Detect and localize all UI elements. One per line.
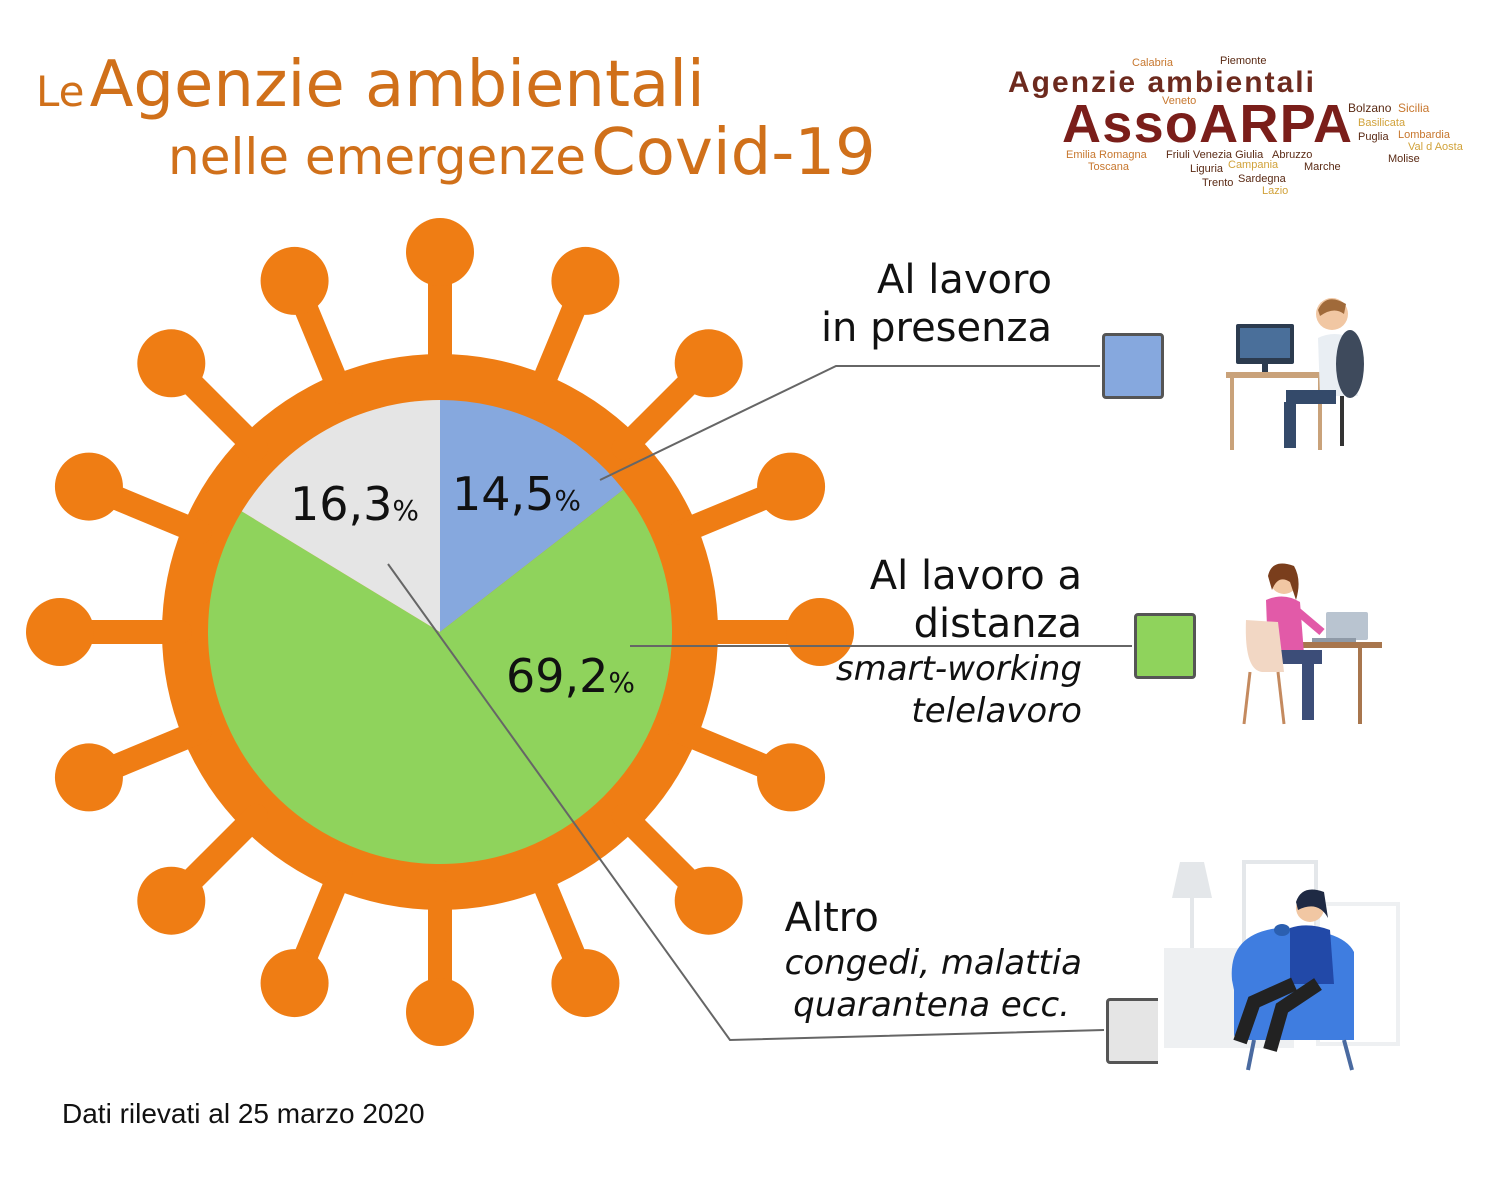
virus-spike-tip xyxy=(406,978,474,1046)
virus-spike-tip xyxy=(406,218,474,286)
logo-region: Lombardia xyxy=(1398,129,1451,141)
logo-region: Campania xyxy=(1228,159,1279,171)
legend-label: Al lavoro a xyxy=(869,553,1082,599)
legend-sublabel: quarantena ecc. xyxy=(793,985,1070,1025)
logo-region: Toscana xyxy=(1088,161,1130,173)
woman-in-armchair-icon xyxy=(1158,844,1448,1076)
virus-spike-tip xyxy=(757,743,826,812)
virus-spike-tip xyxy=(551,246,620,315)
virus-spike-tip xyxy=(786,598,854,666)
logo-region: Liguria xyxy=(1190,163,1224,175)
woman-with-laptop-icon xyxy=(1242,563,1382,725)
logo-region: Val d Aosta xyxy=(1408,141,1464,153)
legend-sublabel: smart-working xyxy=(835,649,1082,689)
virus-spike-tip xyxy=(26,598,94,666)
logo-region: Puglia xyxy=(1358,131,1389,143)
title-covid: Covid-19 xyxy=(591,116,876,190)
leader-lines xyxy=(387,365,1132,1042)
page-title-line1: Le Agenzie ambientali xyxy=(36,48,705,122)
virus-spike-tip xyxy=(54,743,123,812)
slice-value-label: 14,5% xyxy=(452,467,581,521)
pie-slice xyxy=(241,400,440,632)
legend-label: in presenza xyxy=(820,305,1052,351)
logo-region: Basilicata xyxy=(1358,117,1406,129)
logo-region: Piemonte xyxy=(1220,55,1266,67)
legend-swatch-remote xyxy=(1134,613,1196,679)
title-subline: nelle emergenze xyxy=(168,128,586,186)
logo-region: Sardegna xyxy=(1238,173,1287,185)
legend-label: distanza xyxy=(913,601,1082,647)
page-title-line2: nelle emergenze Covid-19 xyxy=(168,116,876,190)
slice-value-label: 16,3% xyxy=(290,477,419,531)
legend-label: Al lavoro xyxy=(877,257,1052,303)
legend-item-presence: Al lavoro in presenza xyxy=(821,256,1052,352)
pie-slice xyxy=(440,400,624,632)
title-main: Agenzie ambientali xyxy=(89,48,705,122)
legend-swatch-presence xyxy=(1102,333,1164,399)
pie-value-labels: 14,5% 69,2% 16,3% xyxy=(290,467,635,703)
logo-region: Emilia Romagna xyxy=(1066,149,1148,161)
virus-spike-tip xyxy=(674,866,743,935)
virus-spike-tip xyxy=(551,949,620,1018)
logo-region: Friuli Venezia Giulia xyxy=(1166,149,1264,161)
virus-spike-tip xyxy=(674,329,743,398)
legend-swatch-other xyxy=(1106,998,1168,1064)
legend-label: Altro xyxy=(784,895,879,941)
leader-line xyxy=(599,365,1100,481)
title-prefix: Le xyxy=(36,67,85,116)
pie-slice xyxy=(207,489,672,864)
legend-sublabel: congedi, malattia xyxy=(784,943,1082,983)
logo-region: Sicilia xyxy=(1398,101,1430,115)
leader-line xyxy=(387,563,1105,1042)
virus-spike-tip xyxy=(757,452,826,521)
slice-value-label: 69,2% xyxy=(506,649,635,703)
logo-region: Bolzano xyxy=(1348,101,1392,115)
legend-item-other: Altro congedi, malattia quarantena ecc. xyxy=(785,894,1082,1026)
virus-spike-tip xyxy=(54,452,123,521)
virus-spike-tip xyxy=(137,866,206,935)
virus-spike-tip xyxy=(137,329,206,398)
logo-region: Molise xyxy=(1388,153,1420,165)
logo-brand: AssoARPA xyxy=(1062,94,1352,154)
logo-region: Marche xyxy=(1304,161,1341,173)
virus-spike-tip xyxy=(260,949,329,1018)
pie-slices xyxy=(207,400,672,864)
logo-region: Abruzzo xyxy=(1272,149,1312,161)
legend-item-remote: Al lavoro a distanza smart-working telel… xyxy=(836,552,1082,732)
legend-sublabel: telelavoro xyxy=(911,691,1082,731)
assoarpa-logo: Calabria Piemonte Agenzie ambientali Ven… xyxy=(1008,55,1464,197)
logo-region: Veneto xyxy=(1162,95,1196,107)
footer-note: Dati rilevati al 25 marzo 2020 xyxy=(62,1098,425,1129)
logo-region: Lazio xyxy=(1262,185,1288,197)
person-at-desk-icon xyxy=(1226,298,1364,450)
virus-spike-tip xyxy=(260,246,329,315)
logo-region: Calabria xyxy=(1132,57,1174,69)
logo-region: Trento xyxy=(1202,177,1233,189)
